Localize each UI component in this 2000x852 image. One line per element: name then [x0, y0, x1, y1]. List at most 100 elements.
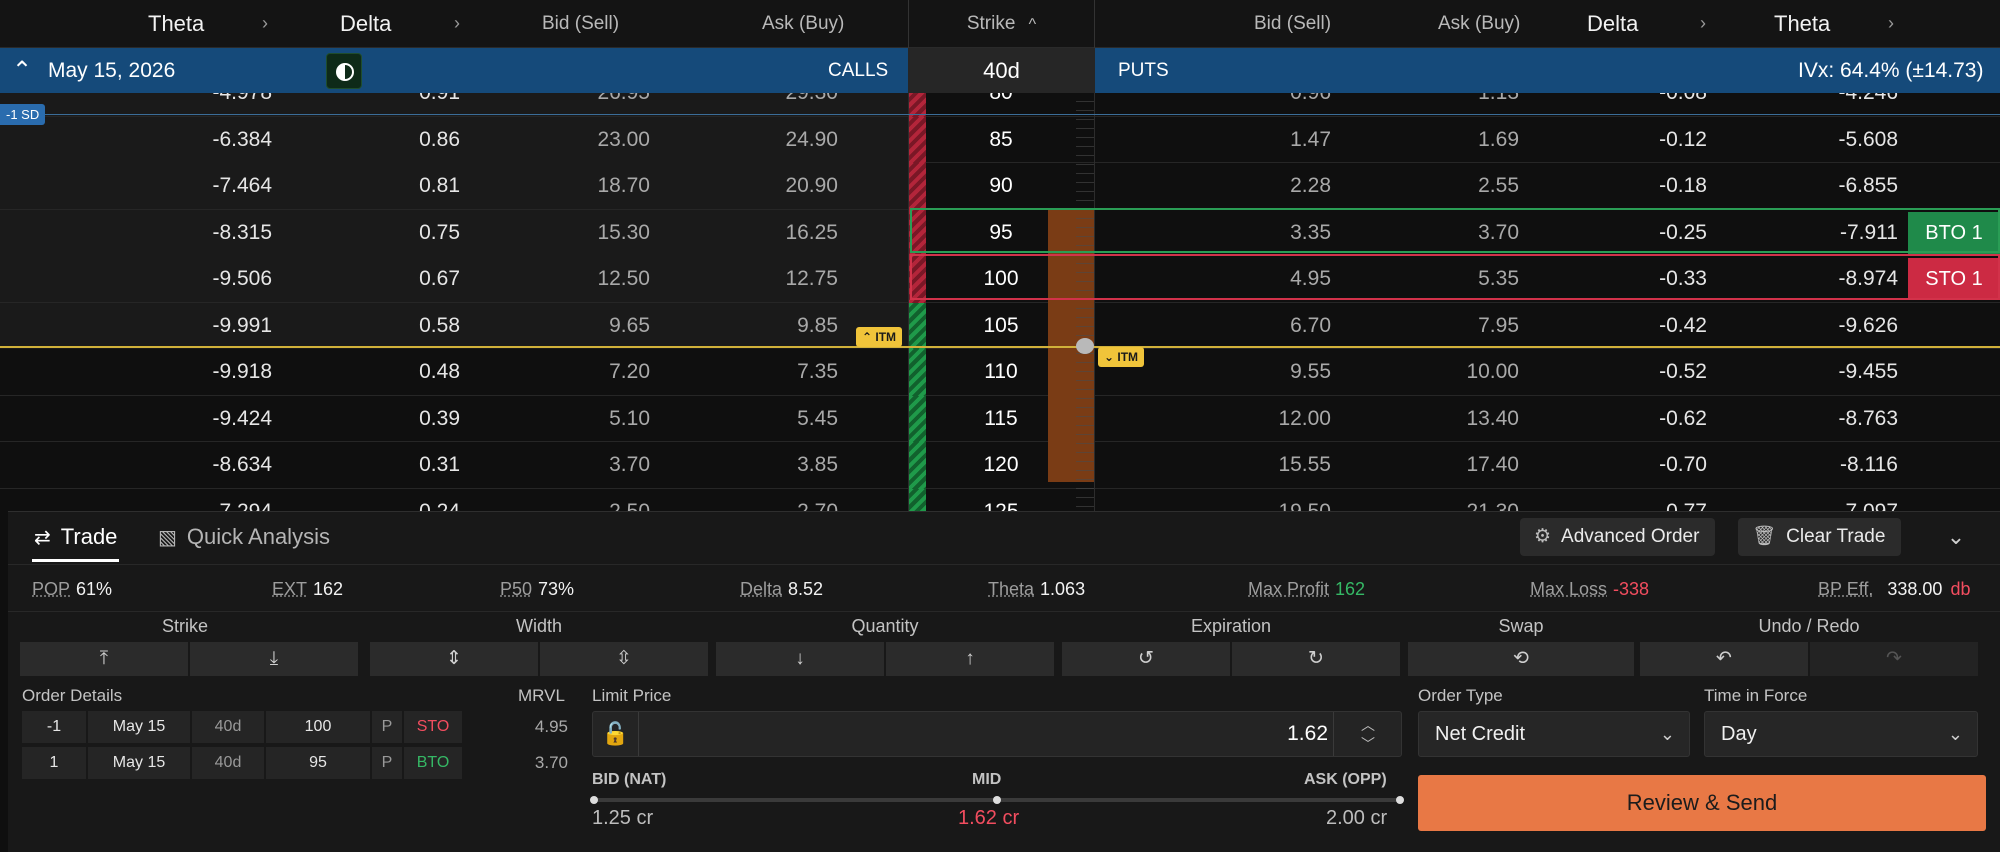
- quantity-up-button[interactable]: ↑: [886, 642, 1054, 676]
- undo-button[interactable]: ↶: [1640, 642, 1808, 676]
- calls-theta-header[interactable]: Theta: [148, 11, 205, 36]
- max-profit-label[interactable]: Max Profit: [1248, 579, 1330, 599]
- leg-strike[interactable]: 95: [266, 747, 370, 779]
- leg-quantity[interactable]: 1: [22, 747, 86, 779]
- put-bid-cell[interactable]: 9.55: [1290, 360, 1331, 383]
- put-ask-cell[interactable]: 17.40: [1466, 453, 1519, 476]
- call-ask-cell[interactable]: 2.70: [797, 499, 838, 512]
- call-bid-cell[interactable]: 26.95: [460, 93, 650, 116]
- leg-type[interactable]: P: [372, 747, 402, 779]
- puts-theta-header[interactable]: Theta: [1774, 11, 1831, 36]
- swap-button[interactable]: ⟲: [1408, 642, 1634, 676]
- leg-strike[interactable]: 100: [266, 711, 370, 743]
- chain-row[interactable]: -4.9780.9126.9529.30 80 0.961.13-0.08-4.24…: [0, 93, 2000, 117]
- calls-bid-header[interactable]: Bid (Sell): [542, 13, 620, 34]
- tab-quick-analysis[interactable]: ▧ Quick Analysis: [158, 524, 330, 549]
- ext-label[interactable]: EXT: [272, 579, 308, 599]
- chevron-right-icon[interactable]: ›: [454, 13, 460, 33]
- put-bid-cell[interactable]: 12.00: [1278, 406, 1331, 430]
- chain-row[interactable]: -9.918 0.48 7.20 7.35 110 9.55 10.00 -0.52 -9.45…: [0, 349, 2000, 396]
- call-ask-cell[interactable]: 20.90: [785, 174, 838, 197]
- calls-delta-header[interactable]: Delta: [340, 11, 392, 36]
- clear-trade-button[interactable]: 🗑 Clear Trade: [1738, 518, 1902, 556]
- chain-row[interactable]: -8.315 0.75 15.30 16.25 95 3.35 3.70 -0.25 -7.91…: [0, 209, 2000, 257]
- sto-leg-tag[interactable]: STO 1: [1908, 258, 2000, 300]
- call-ask-cell[interactable]: 12.75: [785, 267, 838, 290]
- leg-quantity[interactable]: -1: [22, 711, 86, 743]
- expiration-date[interactable]: May 15, 2026: [48, 59, 176, 82]
- chevron-right-icon[interactable]: ›: [1888, 13, 1894, 33]
- unlock-icon[interactable]: 🔓: [593, 712, 639, 756]
- put-ask-cell[interactable]: 1.69: [1478, 127, 1519, 151]
- chevron-down-icon[interactable]: ⌄: [1946, 524, 1966, 549]
- call-bid-cell[interactable]: 7.20: [609, 360, 650, 383]
- call-ask-cell[interactable]: 24.90: [785, 127, 838, 151]
- slider-ask-dot[interactable]: [1396, 796, 1404, 804]
- put-ask-cell[interactable]: 13.40: [1466, 406, 1519, 430]
- bp-effect-label[interactable]: BP Eff.: [1818, 579, 1874, 599]
- chain-row[interactable]: -8.634 0.31 3.70 3.85 120 15.55 17.40 -0.70 -8.1…: [0, 442, 2000, 489]
- pop-label[interactable]: POP: [32, 579, 71, 599]
- max-loss-label[interactable]: Max Loss: [1530, 579, 1608, 599]
- call-bid-cell[interactable]: 15.30: [597, 220, 650, 244]
- quantity-down-button[interactable]: ↓: [716, 642, 884, 676]
- price-marker-dot[interactable]: [1076, 338, 1094, 354]
- chevron-right-icon[interactable]: ›: [262, 13, 268, 33]
- puts-ask-header[interactable]: Ask (Buy): [1438, 13, 1521, 34]
- call-bid-cell[interactable]: 23.00: [597, 127, 650, 151]
- chevron-down-icon[interactable]: ﹀: [1361, 736, 1375, 752]
- leg-type[interactable]: P: [372, 711, 402, 743]
- delta-label[interactable]: Delta: [740, 579, 783, 599]
- put-bid-cell[interactable]: 0.96: [1095, 93, 1331, 116]
- put-bid-cell[interactable]: 2.28: [1290, 174, 1331, 197]
- call-bid-cell[interactable]: 9.65: [609, 313, 650, 337]
- limit-price-input[interactable]: 1.62: [1287, 722, 1328, 745]
- sort-asc-icon[interactable]: ^: [1028, 16, 1037, 33]
- chain-row[interactable]: -9.424 0.39 5.10 5.45 115 12.00 13.40 -0.62 -8.7…: [0, 395, 2000, 443]
- put-bid-cell[interactable]: 15.55: [1278, 453, 1331, 476]
- strike-header[interactable]: Strike ^: [908, 0, 1095, 48]
- call-bid-cell[interactable]: 5.10: [609, 406, 650, 430]
- width-narrow-button[interactable]: ⇕: [370, 642, 538, 676]
- put-ask-cell[interactable]: 21.30: [1466, 499, 1519, 512]
- order-leg-row[interactable]: 1 May 15 40d 95 P BTO: [22, 747, 462, 779]
- order-leg-row[interactable]: -1 May 15 40d 100 P STO: [22, 711, 462, 743]
- chevron-up-icon[interactable]: ︿: [1361, 717, 1375, 733]
- calls-ask-header[interactable]: Ask (Buy): [762, 13, 845, 34]
- theme-toggle-button[interactable]: [326, 53, 362, 89]
- expiration-prev-button[interactable]: ↺: [1062, 642, 1230, 676]
- redo-button[interactable]: ↷: [1810, 642, 1978, 676]
- call-bid-cell[interactable]: 12.50: [597, 267, 650, 290]
- put-ask-cell[interactable]: 10.00: [1466, 360, 1519, 383]
- put-bid-cell[interactable]: 1.47: [1290, 127, 1331, 151]
- put-ask-cell[interactable]: 5.35: [1478, 267, 1519, 290]
- leg-expiration[interactable]: May 15: [88, 747, 190, 779]
- call-bid-cell[interactable]: 18.70: [597, 174, 650, 197]
- put-bid-cell[interactable]: 3.35: [1290, 220, 1331, 244]
- strike-up-button[interactable]: ⤒: [20, 642, 188, 676]
- review-send-button[interactable]: Review & Send: [1418, 775, 1986, 831]
- put-bid-cell[interactable]: 4.95: [1290, 267, 1331, 290]
- slider-bid-dot[interactable]: [590, 796, 598, 804]
- expiration-next-button[interactable]: ↻: [1232, 642, 1400, 676]
- puts-delta-header[interactable]: Delta: [1587, 11, 1639, 36]
- call-bid-cell[interactable]: 2.50: [609, 499, 650, 512]
- chain-row[interactable]: -6.384 0.86 23.00 24.90 85 1.47 1.69 -0.12 -5.60…: [0, 116, 2000, 164]
- limit-price-stepper[interactable]: ︿ ﹀: [1333, 712, 1401, 756]
- put-ask-cell[interactable]: 1.13: [1331, 93, 1519, 116]
- chevron-up-icon[interactable]: ⌃: [12, 57, 33, 84]
- price-slider[interactable]: [590, 796, 1404, 804]
- call-ask-cell[interactable]: 7.35: [797, 360, 838, 383]
- order-type-select[interactable]: Net Credit ⌄: [1418, 711, 1690, 757]
- put-ask-cell[interactable]: 2.55: [1478, 174, 1519, 197]
- call-ask-cell[interactable]: 5.45: [797, 406, 838, 430]
- put-bid-cell[interactable]: 19.50: [1278, 499, 1331, 512]
- limit-price-field[interactable]: 🔓 1.62 ︿ ﹀: [592, 711, 1402, 757]
- advanced-order-button[interactable]: ⚙ Advanced Order: [1520, 518, 1716, 556]
- p50-label[interactable]: P50: [500, 579, 533, 599]
- put-bid-cell[interactable]: 6.70: [1290, 313, 1331, 337]
- put-ask-cell[interactable]: 3.70: [1478, 220, 1519, 244]
- call-ask-cell[interactable]: 29.30: [650, 93, 838, 116]
- chevron-right-icon[interactable]: ›: [1700, 13, 1706, 33]
- chain-row[interactable]: -7.464 0.81 18.70 20.90 90 2.28 2.55 -0.18 -6.85…: [0, 163, 2000, 210]
